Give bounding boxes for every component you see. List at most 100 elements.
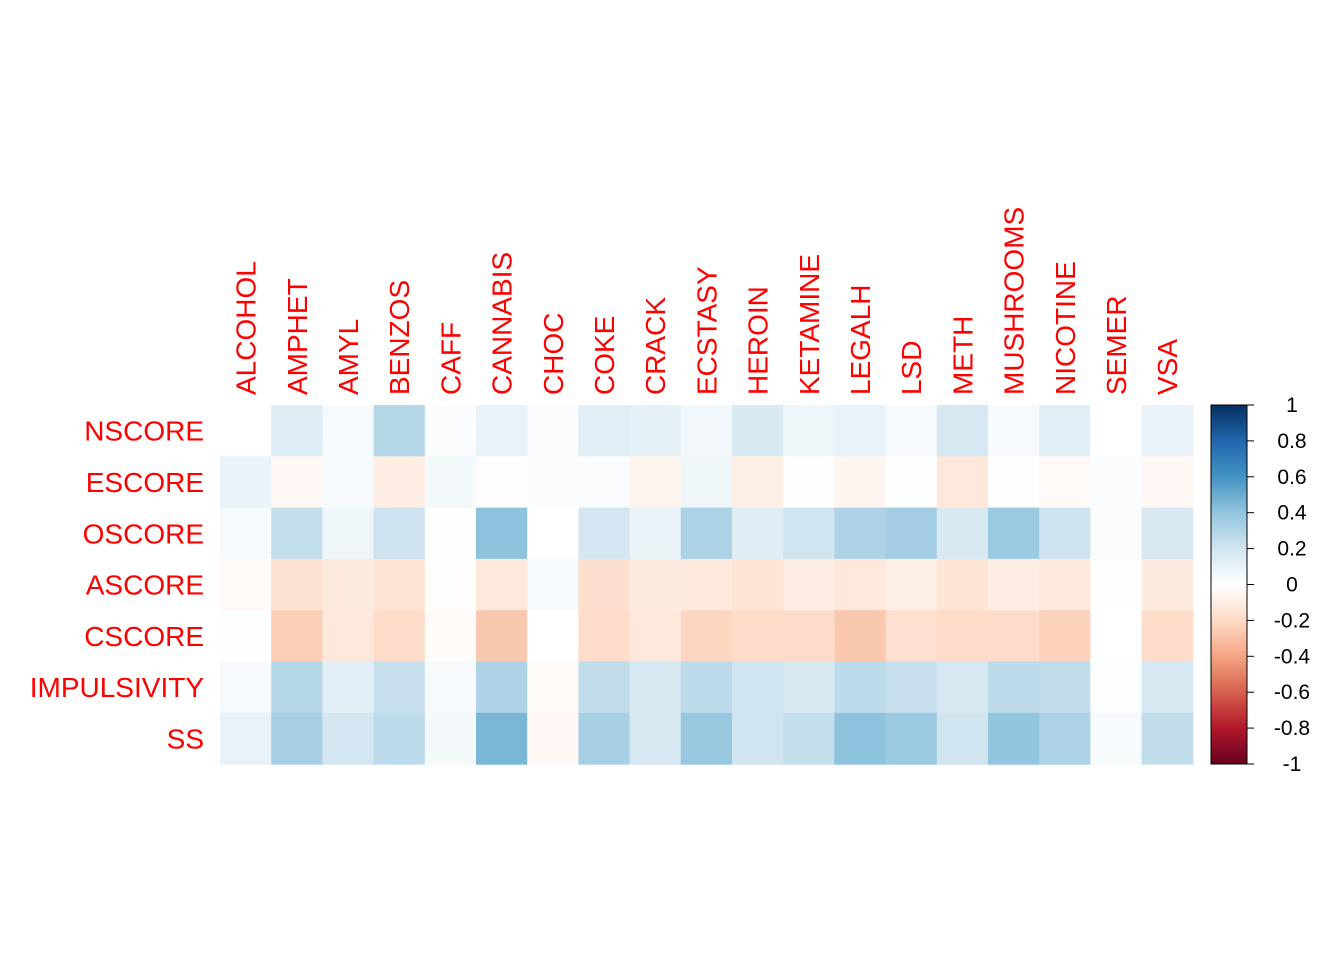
heatmap-cell (476, 712, 528, 765)
row-label: ESCORE (86, 467, 204, 498)
column-label: NICOTINE (1050, 261, 1081, 395)
column-label: LSD (896, 341, 927, 395)
heatmap-cell (527, 507, 579, 560)
heatmap-cell (424, 507, 477, 560)
colorbar-tick-label: -1 (1283, 753, 1302, 776)
heatmap-cell (732, 661, 784, 714)
column-label: AMPHET (282, 278, 313, 395)
column-label: AMYL (333, 319, 364, 395)
heatmap-cell (220, 610, 272, 663)
heatmap-cell (680, 610, 733, 663)
heatmap-cell (271, 405, 323, 457)
heatmap-cell (527, 661, 579, 714)
heatmap-cell (988, 558, 1040, 611)
heatmap-cell (1039, 507, 1091, 560)
heatmap-cell (680, 712, 733, 765)
heatmap-cell (424, 405, 477, 457)
heatmap-cell (834, 405, 887, 457)
column-label: METH (947, 316, 978, 395)
heatmap-cell (732, 507, 784, 560)
heatmap-cell (629, 456, 682, 509)
heatmap-cell (527, 610, 579, 663)
heatmap-cell (732, 610, 784, 663)
heatmap-cell (988, 712, 1040, 765)
heatmap-cell (271, 507, 323, 560)
heatmap-cell (220, 712, 272, 765)
heatmap-cell (322, 405, 375, 457)
heatmap-cell (322, 507, 375, 560)
colorbar-tick-label: 1 (1286, 394, 1298, 417)
heatmap-cell (373, 507, 426, 560)
heatmap-cell (1090, 712, 1143, 765)
heatmap-cell (220, 456, 272, 509)
colorbar-tick-label: -0.6 (1274, 681, 1310, 704)
heatmap-cell (1090, 558, 1143, 611)
heatmap-cell (476, 610, 528, 663)
heatmap-cell (1039, 610, 1091, 663)
column-label: CRACK (640, 297, 671, 395)
colorbar-tick-label: -0.2 (1274, 609, 1310, 632)
colorbar-tick-label: 0.2 (1277, 538, 1306, 561)
row-label: IMPULSIVITY (30, 672, 205, 703)
heatmap-cell (1090, 661, 1143, 714)
colorbar-tick-label: 0.6 (1277, 466, 1306, 489)
heatmap-cell (424, 610, 477, 663)
heatmap-cell (322, 456, 375, 509)
heatmap-cell (1141, 712, 1194, 765)
heatmap-cell (834, 558, 887, 611)
heatmap-cell (1039, 558, 1091, 611)
heatmap-cell (1141, 456, 1194, 509)
heatmap-cell (424, 456, 477, 509)
heatmap-cell (885, 507, 938, 560)
heatmap-cell (1090, 405, 1143, 457)
column-label: MUSHROOMS (999, 207, 1030, 395)
heatmap-cell (936, 507, 989, 560)
heatmap-cell (783, 712, 835, 765)
heatmap-cell (220, 661, 272, 714)
column-label: CANNABIS (487, 252, 518, 395)
heatmap-cell (834, 610, 887, 663)
heatmap-cell (885, 456, 938, 509)
heatmap-cell (271, 558, 323, 611)
heatmap-cell (783, 507, 835, 560)
heatmap-cell (885, 712, 938, 765)
heatmap-cell (885, 558, 938, 611)
heatmap-cell (732, 712, 784, 765)
heatmap-cell (1141, 558, 1194, 611)
colorbar-tick-label: 0 (1286, 574, 1298, 597)
heatmap-cell (527, 405, 579, 457)
colorbar-tick-label: -0.8 (1274, 717, 1310, 740)
column-label: KETAMINE (794, 254, 825, 395)
heatmap-cell (1141, 507, 1194, 560)
heatmap-cell (476, 558, 528, 611)
heatmap-cell (527, 712, 579, 765)
heatmap-cell (936, 610, 989, 663)
colorbar-tick-label: -0.4 (1274, 645, 1311, 668)
heatmap-cell (885, 661, 938, 714)
heatmap-cell (1141, 610, 1194, 663)
heatmap-cell (578, 712, 631, 765)
heatmap-cell (322, 661, 375, 714)
heatmap-cell (629, 558, 682, 611)
heatmap-cell (783, 456, 835, 509)
row-label: ASCORE (86, 570, 204, 601)
heatmap-cell (578, 558, 631, 611)
heatmap-cell (1141, 661, 1194, 714)
heatmap-cell (629, 610, 682, 663)
heatmap-cell (271, 712, 323, 765)
heatmap-cell (1039, 661, 1091, 714)
heatmap-cell (578, 456, 631, 509)
column-label: ALCOHOL (231, 261, 262, 395)
heatmap-cell (834, 712, 887, 765)
heatmap-cell (1090, 507, 1143, 560)
heatmap-cell (1090, 610, 1143, 663)
colorbar-tick-label: 0.8 (1277, 430, 1306, 453)
row-label: NSCORE (84, 416, 204, 447)
column-label: CHOC (538, 313, 569, 395)
heatmap-cell (988, 507, 1040, 560)
heatmap-cell (988, 456, 1040, 509)
heatmap-cell (732, 405, 784, 457)
heatmap-cell (373, 712, 426, 765)
heatmap-cell (373, 405, 426, 457)
